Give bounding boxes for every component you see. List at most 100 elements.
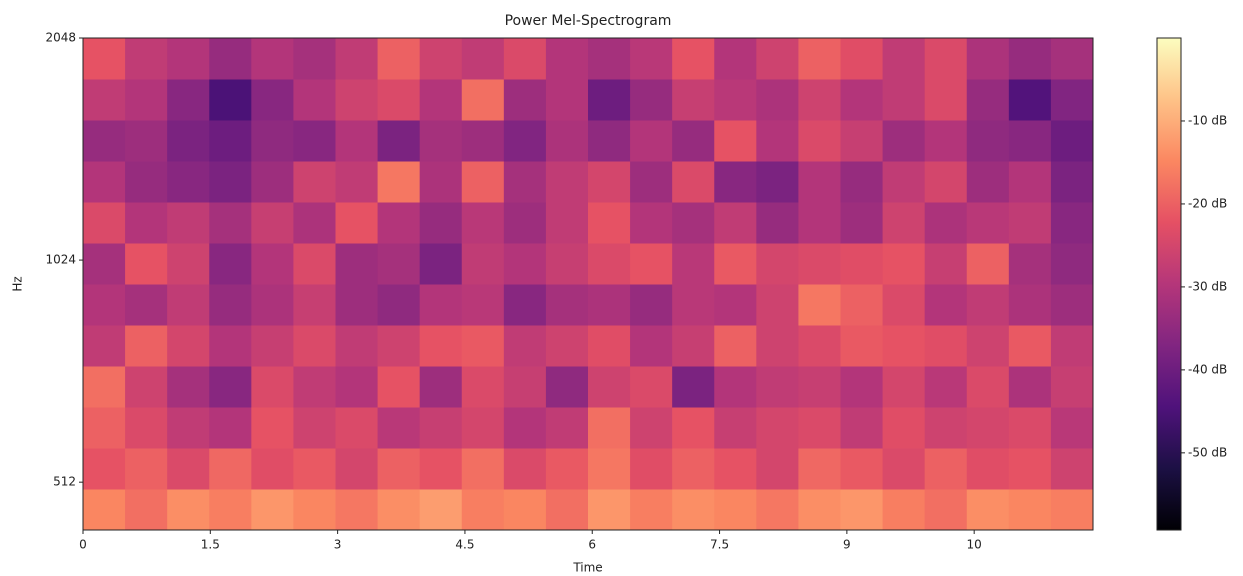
heatmap-cell bbox=[335, 489, 379, 531]
heatmap-cell bbox=[461, 161, 505, 203]
heatmap-cell bbox=[251, 489, 294, 531]
heatmap-cell bbox=[798, 407, 841, 449]
heatmap-cell bbox=[756, 120, 799, 162]
y-tick-label: 512 bbox=[53, 475, 76, 489]
heatmap-cell bbox=[419, 448, 463, 490]
heatmap-cell bbox=[125, 243, 168, 285]
heatmap-cell bbox=[545, 120, 589, 162]
heatmap-cell bbox=[335, 120, 379, 162]
heatmap-cell bbox=[798, 120, 841, 162]
heatmap-cell bbox=[714, 243, 757, 285]
heatmap-cell bbox=[714, 366, 757, 408]
heatmap-cell bbox=[83, 489, 126, 531]
heatmap-cell bbox=[419, 325, 463, 367]
heatmap-cell bbox=[545, 407, 589, 449]
heatmap-cell bbox=[840, 489, 884, 531]
heatmap-cell bbox=[545, 325, 589, 367]
heatmap-cell bbox=[714, 284, 757, 326]
heatmap-cell bbox=[461, 407, 505, 449]
colorbar-tick-label: -40 dB bbox=[1188, 362, 1227, 376]
heatmap-cell bbox=[882, 366, 926, 408]
heatmap-cell bbox=[461, 489, 505, 531]
heatmap-cell bbox=[966, 489, 1010, 531]
heatmap-cell bbox=[335, 243, 379, 285]
heatmap-cell bbox=[798, 243, 841, 285]
heatmap-cell bbox=[419, 366, 463, 408]
heatmap-cell bbox=[798, 161, 841, 203]
heatmap-cell bbox=[503, 448, 547, 490]
heatmap-cell bbox=[545, 284, 589, 326]
heatmap-cell bbox=[503, 325, 547, 367]
heatmap-cell bbox=[125, 284, 168, 326]
heatmap-cell bbox=[83, 79, 126, 121]
heatmap-cell bbox=[167, 366, 210, 408]
heatmap-cell bbox=[672, 489, 715, 531]
heatmap-cell bbox=[377, 161, 421, 203]
heatmap-cell bbox=[545, 366, 589, 408]
heatmap-cell bbox=[672, 366, 715, 408]
heatmap-cell bbox=[714, 325, 757, 367]
colorbar-tick-label: -10 dB bbox=[1188, 113, 1227, 127]
heatmap-cell bbox=[503, 120, 547, 162]
heatmap-cell bbox=[588, 284, 631, 326]
heatmap-cell bbox=[419, 79, 463, 121]
heatmap-cell bbox=[335, 79, 379, 121]
heatmap-cell bbox=[672, 161, 715, 203]
heatmap-cell bbox=[1050, 120, 1094, 162]
heatmap-cell bbox=[461, 79, 505, 121]
heatmap-cell bbox=[798, 38, 841, 80]
heatmap-cell bbox=[167, 284, 210, 326]
heatmap-cell bbox=[966, 448, 1010, 490]
heatmap-cell bbox=[924, 325, 968, 367]
heatmap-cell bbox=[714, 161, 757, 203]
heatmap-cell bbox=[251, 366, 294, 408]
heatmap-cell bbox=[630, 79, 673, 121]
heatmap-cell bbox=[503, 366, 547, 408]
heatmap-cell bbox=[461, 284, 505, 326]
heatmap-cell bbox=[966, 366, 1010, 408]
heatmap-cell bbox=[461, 120, 505, 162]
heatmap-cell bbox=[83, 243, 126, 285]
heatmap-cell bbox=[167, 489, 210, 531]
heatmap-cell bbox=[1050, 243, 1094, 285]
heatmap-cell bbox=[545, 243, 589, 285]
heatmap-cell bbox=[672, 120, 715, 162]
heatmap-cell bbox=[924, 243, 968, 285]
heatmap-cell bbox=[83, 120, 126, 162]
heatmap-cell bbox=[672, 284, 715, 326]
heatmap-cell bbox=[251, 202, 294, 244]
heatmap-cell bbox=[125, 366, 168, 408]
heatmap-cell bbox=[1050, 38, 1094, 80]
heatmap-cell bbox=[714, 79, 757, 121]
heatmap-cell bbox=[293, 79, 336, 121]
heatmap-cell bbox=[503, 38, 547, 80]
heatmap-cell bbox=[924, 366, 968, 408]
heatmap-cell bbox=[251, 120, 294, 162]
heatmap-cell bbox=[461, 366, 505, 408]
heatmap-cell bbox=[335, 407, 379, 449]
heatmap-cell bbox=[503, 161, 547, 203]
heatmap-cell bbox=[293, 161, 336, 203]
heatmap-cell bbox=[882, 489, 926, 531]
colorbar-tick-label: -50 dB bbox=[1188, 445, 1227, 459]
heatmap-cell bbox=[125, 120, 168, 162]
x-tick-label: 7.5 bbox=[710, 538, 729, 552]
heatmap-cell bbox=[1050, 284, 1094, 326]
heatmap-cell bbox=[756, 243, 799, 285]
heatmap-cell bbox=[1008, 448, 1052, 490]
heatmap-cell bbox=[125, 407, 168, 449]
heatmap-cell bbox=[503, 243, 547, 285]
heatmap-cell bbox=[588, 366, 631, 408]
heatmap-cell bbox=[377, 243, 421, 285]
heatmap-cell bbox=[545, 79, 589, 121]
heatmap-cell bbox=[966, 325, 1010, 367]
heatmap-cell bbox=[377, 366, 421, 408]
x-tick-label: 0 bbox=[79, 538, 87, 552]
heatmap-cell bbox=[1008, 284, 1052, 326]
heatmap-cell bbox=[209, 325, 252, 367]
heatmap-cell bbox=[419, 407, 463, 449]
heatmap-cell bbox=[840, 448, 884, 490]
heatmap-cell bbox=[966, 161, 1010, 203]
heatmap-cell bbox=[840, 366, 884, 408]
